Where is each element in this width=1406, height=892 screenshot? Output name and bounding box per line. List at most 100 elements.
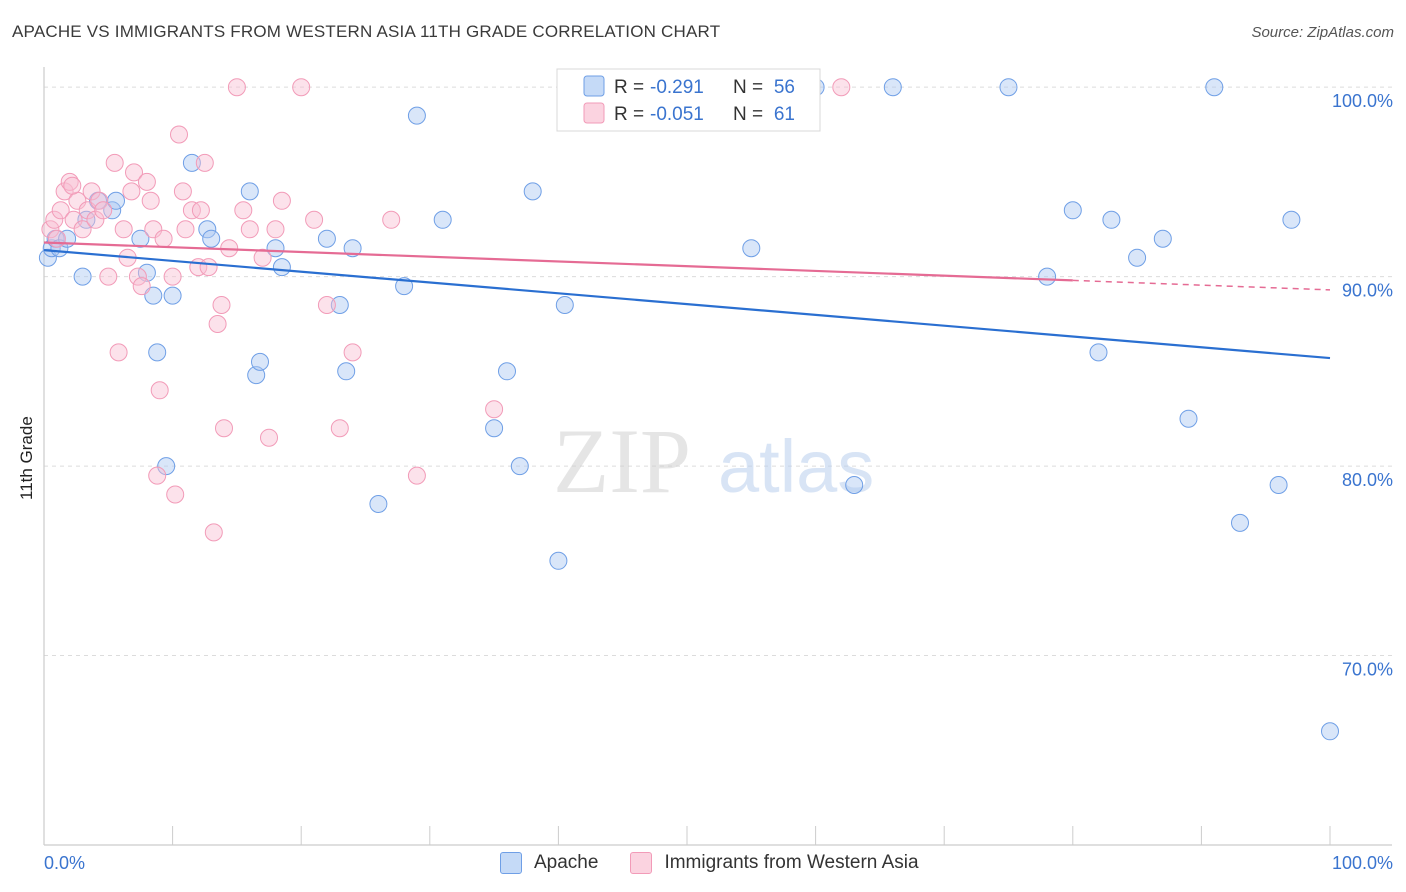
point-apache xyxy=(498,362,516,381)
point-apache xyxy=(157,457,176,476)
point-apache xyxy=(1231,513,1249,532)
trend-line-western-asia xyxy=(43,241,1073,282)
point-western-asia xyxy=(144,220,163,239)
stats-n-label: N = xyxy=(733,104,763,125)
point-western-asia xyxy=(125,163,143,182)
data-points xyxy=(38,78,1339,741)
stats-r-label: R = xyxy=(614,77,644,98)
point-western-asia xyxy=(199,258,218,277)
point-western-asia xyxy=(99,267,118,286)
gridlines xyxy=(44,86,1392,657)
x-tick-label: 0.0% xyxy=(44,853,85,873)
stats-n-label: N = xyxy=(733,77,763,98)
point-western-asia xyxy=(195,153,214,172)
point-apache xyxy=(343,239,362,258)
point-apache xyxy=(845,476,864,494)
point-western-asia xyxy=(47,229,66,248)
point-western-asia xyxy=(137,172,156,191)
stats-legend: R = -0.291 N = 56 R = -0.051 N = 61 xyxy=(556,68,821,132)
point-apache xyxy=(485,419,504,438)
point-apache xyxy=(73,267,92,286)
stats-r-label: R = xyxy=(614,104,644,125)
point-apache xyxy=(1269,476,1288,494)
point-western-asia xyxy=(170,125,188,144)
point-western-asia xyxy=(266,220,285,239)
point-western-asia xyxy=(832,78,851,97)
point-western-asia xyxy=(382,210,401,229)
point-western-asia xyxy=(234,201,253,220)
stats-n-value: 56 xyxy=(774,77,795,98)
point-western-asia xyxy=(78,201,97,220)
point-apache xyxy=(395,277,414,296)
point-apache xyxy=(1205,78,1224,97)
legend-item-apache[interactable]: Apache xyxy=(500,852,598,874)
legend-item-western-asia[interactable]: Immigrants from Western Asia xyxy=(630,852,919,874)
y-tick-label: 70.0% xyxy=(1342,660,1393,680)
point-apache xyxy=(240,182,259,201)
point-western-asia xyxy=(163,267,182,286)
point-apache xyxy=(137,263,156,282)
point-apache xyxy=(182,153,201,172)
point-apache xyxy=(523,182,542,201)
y-tick-label: 100.0% xyxy=(1332,91,1393,111)
point-apache xyxy=(131,229,150,248)
point-apache xyxy=(1282,210,1301,229)
point-western-asia xyxy=(173,182,192,201)
point-western-asia xyxy=(240,220,259,239)
point-apache xyxy=(407,106,426,125)
trend-lines xyxy=(43,241,1331,360)
point-western-asia xyxy=(305,210,324,229)
point-apache xyxy=(999,78,1018,97)
point-apache xyxy=(1038,267,1057,286)
point-western-asia xyxy=(272,191,291,210)
point-apache xyxy=(742,239,761,258)
point-western-asia xyxy=(407,466,426,485)
point-western-asia xyxy=(105,153,124,172)
axes xyxy=(43,67,1392,846)
point-western-asia xyxy=(191,201,210,220)
stats-n-value: 61 xyxy=(774,104,795,125)
point-western-asia xyxy=(176,220,195,239)
point-western-asia xyxy=(94,201,113,220)
y-tick-label: 80.0% xyxy=(1342,470,1393,490)
watermark: ZIP atlas xyxy=(553,410,874,512)
point-western-asia xyxy=(154,229,173,248)
point-western-asia xyxy=(208,315,227,333)
watermark-atlas: atlas xyxy=(718,425,874,508)
point-western-asia xyxy=(73,220,92,239)
legend-label-apache: Apache xyxy=(534,852,599,873)
point-western-asia xyxy=(212,296,231,314)
point-apache xyxy=(369,495,388,513)
point-apache xyxy=(337,362,356,381)
point-apache xyxy=(330,296,349,314)
point-western-asia xyxy=(215,419,233,438)
point-western-asia xyxy=(109,343,128,362)
point-western-asia xyxy=(114,220,133,239)
point-apache xyxy=(163,286,182,305)
bottom-legend: Apache Immigrants from Western Asia xyxy=(500,852,951,874)
point-western-asia xyxy=(63,176,82,195)
trend-line-western-asia-extension xyxy=(1072,279,1331,291)
chart-title: APACHE VS IMMIGRANTS FROM WESTERN ASIA 1… xyxy=(12,22,721,41)
point-apache xyxy=(1321,722,1339,741)
point-apache xyxy=(433,210,452,229)
tick-labels: 70.0% 80.0% 90.0% 100.0% 0.0% 100.0% xyxy=(44,91,1393,873)
point-apache xyxy=(202,229,221,248)
watermark-zip: ZIP xyxy=(553,410,691,512)
point-apache xyxy=(1179,409,1198,428)
source-note: Source: ZipAtlas.com xyxy=(1251,24,1394,41)
point-western-asia xyxy=(128,267,147,286)
point-apache xyxy=(144,286,163,305)
point-western-asia xyxy=(132,277,151,296)
point-apache xyxy=(266,239,285,258)
point-apache xyxy=(549,551,568,570)
point-western-asia xyxy=(150,381,169,400)
point-western-asia xyxy=(86,210,105,229)
y-tick-label: 90.0% xyxy=(1342,281,1393,301)
point-western-asia xyxy=(90,191,109,210)
point-apache xyxy=(148,343,167,362)
point-western-asia xyxy=(343,343,362,362)
point-western-asia xyxy=(292,78,311,97)
point-western-asia xyxy=(82,182,101,201)
